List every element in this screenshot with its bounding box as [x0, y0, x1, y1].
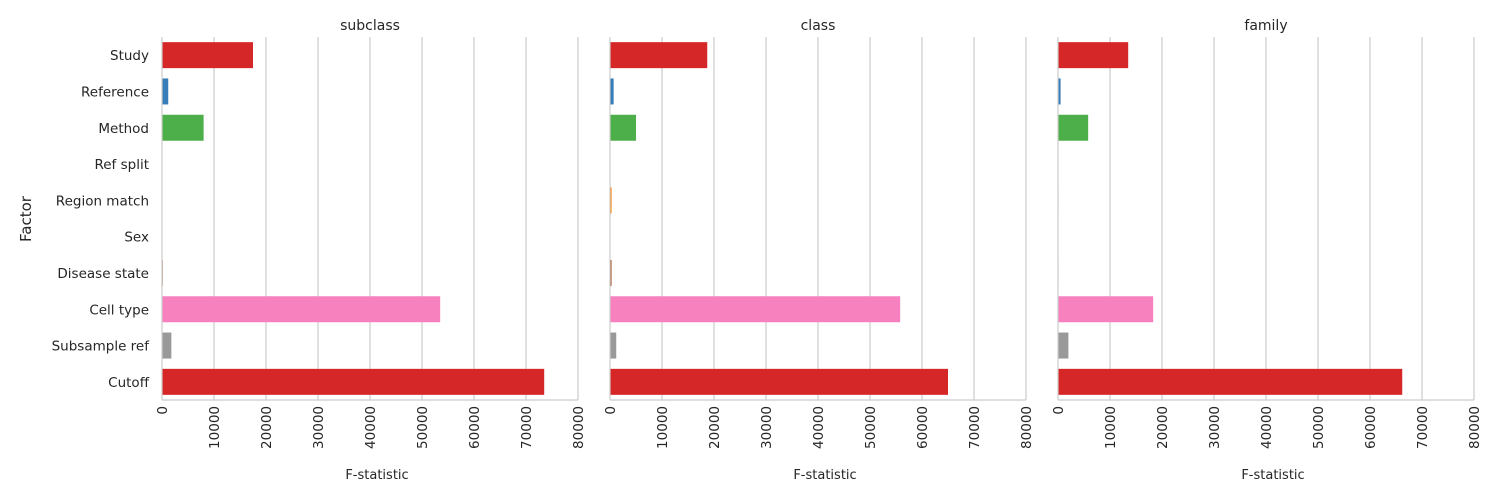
- bar-cell-type: [162, 296, 441, 323]
- x-tick-label: 20000: [1155, 406, 1171, 449]
- bar-study: [162, 42, 253, 69]
- x-axis-label: F-statistic: [1241, 468, 1304, 483]
- x-tick-label: 70000: [1415, 406, 1431, 449]
- panel-title: family: [1244, 18, 1287, 34]
- panel-title: class: [801, 18, 836, 34]
- category-label: Method: [98, 121, 149, 137]
- x-tick-label: 10000: [655, 406, 671, 449]
- bar-region-match: [610, 187, 612, 214]
- x-axis-label: F-statistic: [345, 468, 408, 483]
- x-tick-label: 50000: [863, 406, 879, 449]
- bar-subsample-ref: [610, 332, 617, 359]
- x-tick-label: 20000: [707, 406, 723, 449]
- x-tick-label: 0: [155, 406, 171, 415]
- x-tick-label: 0: [1051, 406, 1067, 415]
- bar-reference: [610, 78, 614, 105]
- x-tick-label: 50000: [1311, 406, 1327, 449]
- x-tick-label: 40000: [363, 406, 379, 449]
- bar-study: [1058, 42, 1129, 69]
- x-tick-label: 70000: [519, 406, 535, 449]
- category-label: Subsample ref: [52, 339, 151, 355]
- x-tick-label: 70000: [967, 406, 983, 449]
- x-tick-label: 40000: [811, 406, 827, 449]
- category-label: Region match: [56, 193, 149, 209]
- x-tick-label: 30000: [311, 406, 327, 449]
- category-label: Cutoff: [108, 375, 150, 391]
- category-label: Ref split: [94, 157, 149, 173]
- bar-disease-state: [610, 259, 612, 286]
- x-tick-label: 40000: [1259, 406, 1275, 449]
- bar-cell-type: [1058, 296, 1154, 323]
- x-tick-label: 10000: [1103, 406, 1119, 449]
- category-label: Sex: [124, 230, 149, 246]
- x-tick-label: 80000: [571, 406, 587, 449]
- x-tick-label: 60000: [1363, 406, 1379, 449]
- bar-subsample-ref: [1058, 332, 1069, 359]
- x-tick-label: 60000: [467, 406, 483, 449]
- category-label: Reference: [81, 84, 149, 100]
- bar-method: [162, 114, 204, 141]
- bar-method: [610, 114, 636, 141]
- x-tick-label: 30000: [1207, 406, 1223, 449]
- category-label: Cell type: [89, 302, 149, 318]
- x-tick-label: 60000: [915, 406, 931, 449]
- x-tick-label: 10000: [207, 406, 223, 449]
- x-tick-label: 80000: [1019, 406, 1035, 449]
- category-label: Study: [110, 48, 149, 64]
- bar-cutoff: [610, 368, 948, 395]
- bar-subsample-ref: [162, 332, 172, 359]
- bar-cutoff: [162, 368, 545, 395]
- panel-title: subclass: [340, 18, 400, 34]
- x-tick-label: 50000: [415, 406, 431, 449]
- bar-reference: [1058, 78, 1061, 105]
- y-axis-label: Factor: [17, 195, 35, 242]
- x-tick-label: 80000: [1467, 406, 1483, 449]
- bar-method: [1058, 114, 1089, 141]
- x-axis-label: F-statistic: [793, 468, 856, 483]
- bar-cutoff: [1058, 368, 1403, 395]
- x-tick-label: 20000: [259, 406, 275, 449]
- category-label: Disease state: [57, 266, 149, 282]
- bar-reference: [162, 78, 169, 105]
- bar-study: [610, 42, 708, 69]
- x-tick-label: 30000: [759, 406, 775, 449]
- x-tick-label: 0: [603, 406, 619, 415]
- bar-cell-type: [610, 296, 901, 323]
